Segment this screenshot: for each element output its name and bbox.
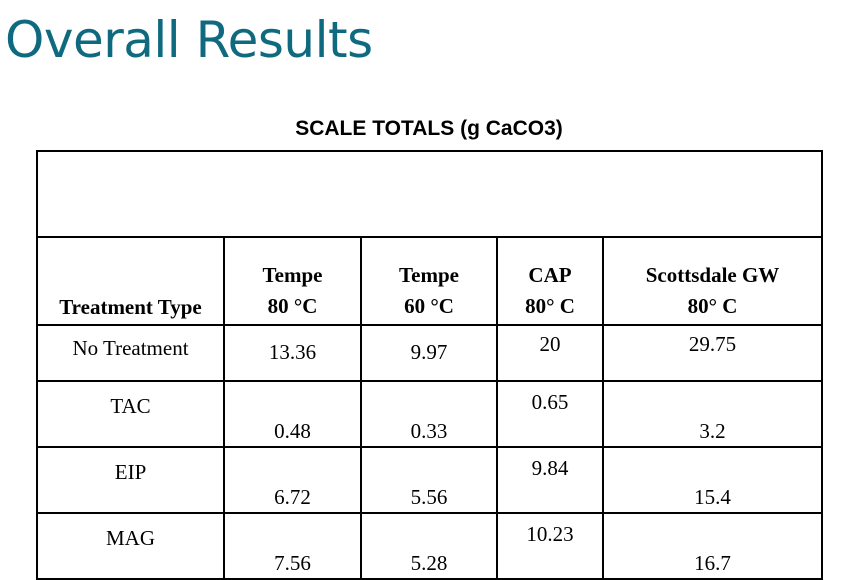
cell-cap-80: 0.65 [496, 380, 604, 448]
column-header-line-2: 60 °C [404, 294, 454, 318]
cell-scottsdale-80: 15.4 [601, 446, 824, 514]
column-header-cap-80: CAP 80° C [496, 236, 604, 326]
cell-cap-80: 20 [496, 324, 604, 382]
column-header-tempe-80: Tempe 80 °C [223, 236, 362, 326]
row-label: EIP [36, 446, 225, 514]
cell-scottsdale-80: 3.2 [601, 380, 824, 448]
column-header-line-1: Scottsdale GW [645, 263, 780, 287]
cell-tempe-60: 5.56 [360, 446, 498, 514]
column-header-scottsdale-80: Scottsdale GW 80° C [601, 236, 824, 326]
cell-tempe-80: 13.36 [223, 324, 362, 382]
cell-tempe-60: 9.97 [360, 324, 498, 382]
column-header-tempe-60: Tempe 60 °C [360, 236, 498, 326]
cell-tempe-80: 0.48 [223, 380, 362, 448]
cell-cap-80: 9.84 [496, 446, 604, 514]
table-blank-header-row [35, 150, 824, 238]
column-header-line-2: Treatment Type [59, 295, 202, 319]
table-caption: SCALE TOTALS (g CaCO3) [295, 117, 563, 140]
column-header-line-1: Tempe [262, 263, 323, 287]
cell-tempe-80: 6.72 [223, 446, 362, 514]
page-title: Overall Results [5, 11, 373, 69]
column-header-line-2: 80 °C [267, 294, 318, 318]
table-row: TAC 0.48 0.33 0.65 3.2 [36, 380, 824, 448]
row-label: No Treatment [36, 324, 225, 382]
column-header-line-1: Tempe [399, 263, 459, 287]
cell-tempe-60: 5.28 [360, 512, 498, 580]
table-row: MAG 7.56 5.28 10.23 16.7 [36, 512, 824, 580]
column-header-line-1: CAP [528, 263, 572, 287]
scale-totals-table: Treatment Type Tempe 80 °C Tempe 60 °C C… [35, 150, 824, 580]
blank-header-cell [35, 150, 824, 238]
cell-tempe-60: 0.33 [360, 380, 498, 448]
column-header-line-2: 80° C [525, 294, 575, 318]
column-header-line-2: 80° C [687, 294, 738, 318]
table-row: No Treatment 13.36 9.97 20 29.75 [36, 324, 824, 382]
column-header-treatment-type: Treatment Type [36, 236, 225, 326]
cell-scottsdale-80: 16.7 [601, 512, 824, 580]
table-row: EIP 6.72 5.56 9.84 15.4 [36, 446, 824, 514]
cell-cap-80: 10.23 [496, 512, 604, 580]
cell-tempe-80: 7.56 [223, 512, 362, 580]
table-header-row: Treatment Type Tempe 80 °C Tempe 60 °C C… [36, 236, 824, 326]
cell-scottsdale-80: 29.75 [601, 324, 824, 382]
row-label: MAG [36, 512, 225, 580]
row-label: TAC [36, 380, 225, 448]
